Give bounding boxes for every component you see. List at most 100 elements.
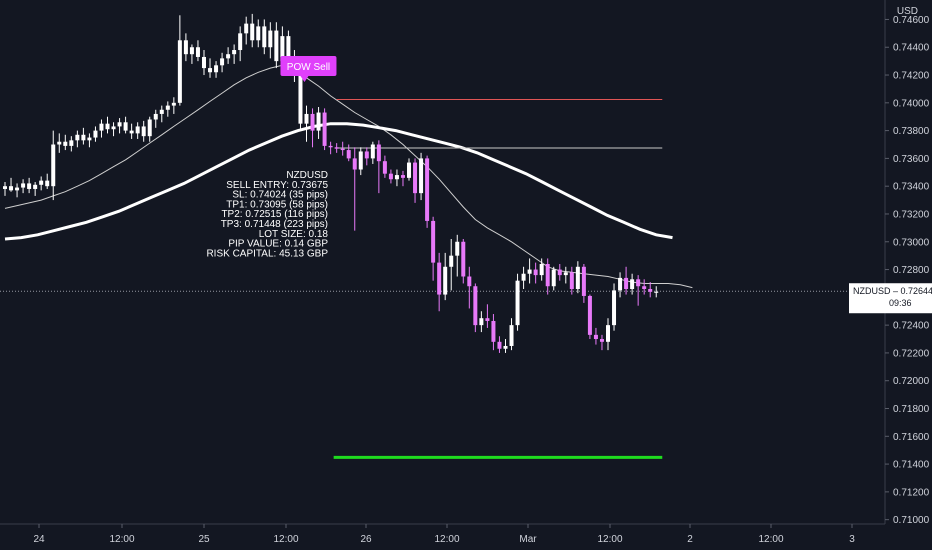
y-tick-label: 0.74200 [893,71,930,82]
candle-body [521,273,526,281]
candle-body [129,130,134,134]
candle-body [527,269,532,274]
candle-body [425,158,430,221]
candle-body [226,54,231,59]
candle [419,152,424,201]
candle-body [3,186,7,189]
candle [376,140,381,194]
candle [413,158,418,203]
x-tick-label: 12:00 [758,534,783,545]
candle-body [232,50,237,55]
candle-body [346,150,351,159]
candle [370,141,375,164]
candle [358,147,363,176]
candle [431,216,436,281]
candle [244,16,249,45]
candle [195,40,200,62]
candle-body [214,65,219,73]
candle [497,336,502,353]
candle [147,116,152,142]
y-tick-label: 0.72000 [893,376,930,387]
candle-body [256,26,261,41]
candle [262,19,267,55]
y-tick-label: 0.73400 [893,182,930,193]
y-tick-label: 0.72800 [893,265,930,276]
candle [238,26,243,62]
candle-body [111,126,116,130]
candle [364,147,369,166]
x-tick-label: 3 [849,534,855,545]
trade-info-line: TP3: 0.71448 (223 pips) [221,219,328,230]
candle [268,22,273,59]
candle [159,105,164,123]
candle [310,108,315,148]
candle [105,116,110,134]
candle-body [153,113,158,120]
candle-body [87,137,92,141]
candle-body [15,187,20,191]
price-badge: NZDUSD – 0.72644 09:36 [849,283,932,314]
candle [388,169,393,184]
candle-body [21,183,26,188]
candle [581,264,586,303]
candle [503,339,508,353]
candle-body [599,339,604,342]
candle-body [485,318,490,321]
x-tick-label: 26 [360,534,372,545]
candle-body [105,123,110,130]
candle [226,47,231,64]
candle-body [581,266,586,296]
candle [27,177,32,194]
candle [165,101,170,117]
candle-body [654,291,659,293]
y-tick-label: 0.73000 [893,237,930,248]
candle [352,147,357,231]
candle-body [57,141,62,145]
candle-body [328,145,333,148]
trade-info-line: SL: 0.74024 (35 pips) [232,190,328,201]
candle [171,97,176,114]
candle [129,123,134,139]
candle-body [268,30,273,48]
candle [515,273,520,331]
candle [491,314,496,351]
candle [232,44,237,64]
candle-body [244,23,249,34]
candle-body [45,180,50,187]
candle-body [394,175,399,180]
candle-body [189,47,194,55]
candle [394,169,399,187]
candles [3,13,659,353]
candle [642,279,647,295]
moving-averages [4,64,693,289]
candle [334,143,339,153]
candle [437,252,442,312]
candle-body [618,277,623,291]
candle [274,22,279,69]
candle-body [69,140,74,146]
x-tick-label: 2 [687,534,693,545]
candle [624,266,629,295]
candle [51,130,56,201]
candle [527,258,532,284]
candle-body [431,220,436,263]
trade-info-line: PIP VALUE: 0.14 GBP [228,239,328,250]
candle [539,258,544,281]
candle-body [310,113,315,131]
candle-body [274,30,279,62]
candle [256,19,261,48]
candle [479,311,484,333]
candle [382,155,387,178]
candle [135,122,140,139]
candle [521,266,526,290]
candle [141,120,146,142]
candle-body [503,345,508,349]
candle-body [400,175,405,178]
candle [153,109,158,128]
candle-body [509,325,514,346]
y-tick-label: 0.73800 [893,126,930,137]
candle-body [593,334,598,340]
y-tick-label: 0.72400 [893,321,930,332]
